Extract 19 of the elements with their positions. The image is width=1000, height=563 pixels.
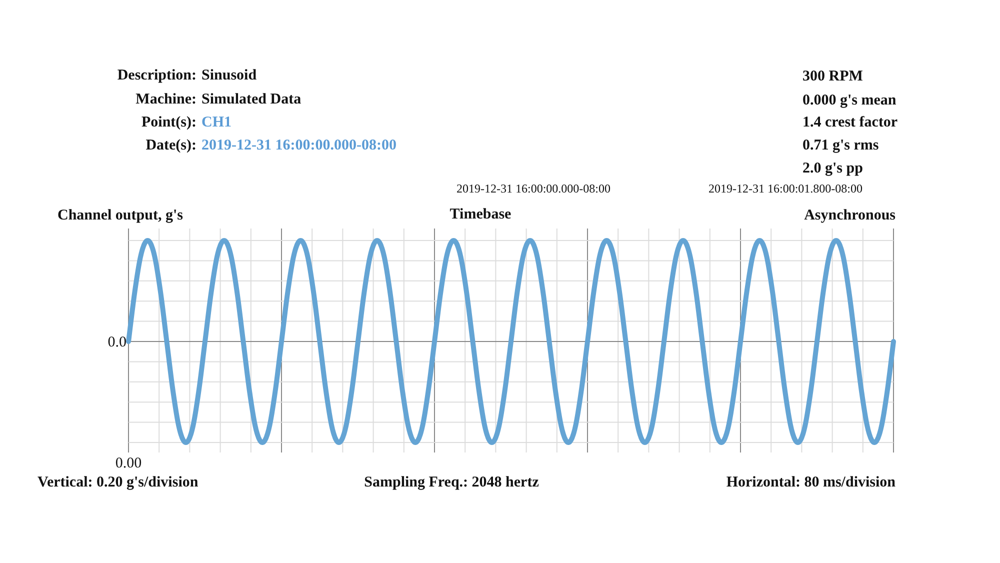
text: 0.000 g's mean (802, 92, 897, 108)
text: Date(s): 2019-12-31 16:00:00.000-08:00 (146, 138, 396, 154)
y-axis-title: Channel output, g's (58, 208, 184, 224)
text: 0.0 (108, 334, 126, 350)
text: Vertical: 0.20 g's/division (38, 474, 199, 490)
text: Horizontal: 80 ms/division (726, 474, 896, 490)
text: 2019-12-31 16:00:01.800-08:00 (708, 182, 863, 196)
text: 300 RPM (802, 68, 863, 84)
text: 2019-12-31 16:00:00.000-08:00 (456, 182, 611, 196)
text: Machine: Simulated Data (136, 92, 302, 108)
text: 2.0 g's pp (802, 160, 863, 176)
text: Sampling Freq.: 2048 hertz (364, 474, 540, 490)
chart-subtitle: Asynchronous (804, 208, 896, 224)
text: 1.4 crest factor (802, 114, 898, 130)
text: 0.00 (115, 456, 142, 472)
text: Point(s): CH1 (142, 114, 232, 130)
text: Description: Sinusoid (117, 68, 258, 84)
chart-title: Timebase (450, 206, 512, 222)
text: 0.71 g's rms (802, 138, 879, 154)
